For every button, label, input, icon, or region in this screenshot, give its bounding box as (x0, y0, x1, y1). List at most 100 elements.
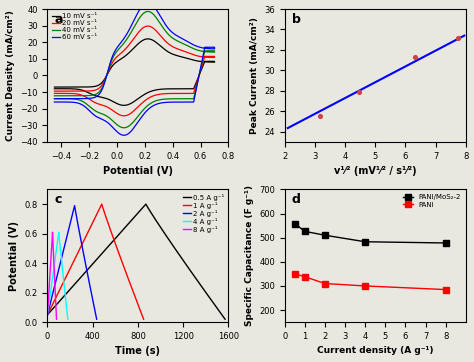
Y-axis label: Peak Current (mA/cm²): Peak Current (mA/cm²) (250, 17, 259, 134)
20 mV s⁻¹ (52, 91, 57, 96)
Text: d: d (292, 193, 301, 206)
10 mV s⁻¹ (191, 58, 197, 62)
4 A g⁻¹ (65, 317, 71, 321)
60 mV s⁻¹ (145, 0, 151, 4)
40 mV s⁻¹ (197, 71, 202, 75)
1 A g⁻¹ (73, 256, 78, 260)
0.5 A g⁻¹ (170, 243, 175, 247)
1 A g⁻¹ (120, 262, 126, 267)
0.5 A g⁻¹ (157, 224, 163, 229)
40 mV s⁻¹ (106, 68, 111, 72)
4 A g⁻¹ (49, 283, 55, 288)
4 A g⁻¹ (45, 313, 50, 317)
Legend: 10 mV s⁻¹, 20 mV s⁻¹, 40 mV s⁻¹, 60 mV s⁻¹: 10 mV s⁻¹, 20 mV s⁻¹, 40 mV s⁻¹, 60 mV s… (51, 13, 98, 41)
60 mV s⁻¹ (94, 94, 100, 98)
60 mV s⁻¹ (197, 71, 202, 75)
2 A g⁻¹ (45, 313, 50, 317)
1 A g⁻¹ (64, 273, 70, 278)
1 A g⁻¹ (45, 313, 50, 317)
X-axis label: Potential (V): Potential (V) (103, 166, 173, 176)
10 mV s⁻¹ (145, 37, 151, 41)
8 A g⁻¹ (46, 283, 52, 288)
Legend: PANI/MoS₂-2, PANI: PANI/MoS₂-2, PANI (401, 193, 462, 209)
1 A g⁻¹ (113, 243, 119, 247)
0.5 A g⁻¹ (95, 256, 101, 260)
PANI/MoS₂-2 (322, 233, 328, 237)
8 A g⁻¹ (50, 230, 55, 234)
60 mV s⁻¹ (121, 133, 127, 138)
60 mV s⁻¹ (52, 100, 57, 104)
2 A g⁻¹ (94, 317, 100, 321)
X-axis label: Current density (A g⁻¹): Current density (A g⁻¹) (317, 346, 434, 355)
Line: 1 A g⁻¹: 1 A g⁻¹ (47, 204, 144, 319)
20 mV s⁻¹ (94, 87, 100, 92)
Line: 20 mV s⁻¹: 20 mV s⁻¹ (55, 26, 215, 116)
0.5 A g⁻¹ (45, 313, 50, 317)
PANI (292, 272, 298, 276)
20 mV s⁻¹ (106, 69, 111, 73)
40 mV s⁻¹ (145, 9, 151, 14)
2 A g⁻¹ (54, 274, 60, 278)
Line: PANI/MoS₂-2: PANI/MoS₂-2 (292, 221, 448, 246)
Point (356, 89, 363, 95)
10 mV s⁻¹ (106, 70, 111, 75)
40 mV s⁻¹ (160, 25, 165, 29)
0.5 A g⁻¹ (134, 212, 139, 216)
20 mV s⁻¹ (52, 89, 57, 93)
Line: 10 mV s⁻¹: 10 mV s⁻¹ (55, 39, 215, 105)
10 mV s⁻¹ (52, 85, 57, 89)
8 A g⁻¹ (51, 261, 57, 265)
60 mV s⁻¹ (160, 18, 165, 22)
60 mV s⁻¹ (203, 45, 209, 49)
60 mV s⁻¹ (52, 97, 57, 101)
PANI (322, 281, 328, 286)
Line: 4 A g⁻¹: 4 A g⁻¹ (47, 232, 68, 319)
4 A g⁻¹ (56, 230, 62, 234)
8 A g⁻¹ (52, 276, 57, 280)
PANI (362, 284, 368, 288)
2 A g⁻¹ (69, 214, 75, 218)
8 A g⁻¹ (54, 317, 59, 321)
1 A g⁻¹ (99, 202, 105, 206)
1 A g⁻¹ (94, 212, 100, 216)
PANI/MoS₂-2 (292, 222, 298, 226)
Text: b: b (292, 13, 301, 26)
2 A g⁻¹ (72, 203, 77, 208)
Line: 2 A g⁻¹: 2 A g⁻¹ (47, 206, 97, 319)
2 A g⁻¹ (83, 263, 89, 268)
PANI (302, 275, 308, 279)
Point (455, 35, 462, 41)
0.5 A g⁻¹ (183, 262, 189, 267)
20 mV s⁻¹ (191, 52, 197, 57)
60 mV s⁻¹ (191, 43, 197, 47)
60 mV s⁻¹ (106, 67, 111, 71)
2 A g⁻¹ (76, 226, 82, 230)
40 mV s⁻¹ (191, 47, 197, 51)
20 mV s⁻¹ (197, 72, 202, 76)
40 mV s⁻¹ (52, 94, 57, 98)
4 A g⁻¹ (59, 261, 64, 265)
1 A g⁻¹ (107, 224, 112, 229)
1 A g⁻¹ (141, 317, 146, 321)
Y-axis label: Potential (V): Potential (V) (9, 221, 19, 291)
20 mV s⁻¹ (203, 54, 209, 59)
8 A g⁻¹ (49, 238, 55, 242)
8 A g⁻¹ (47, 270, 53, 274)
Text: c: c (55, 193, 62, 206)
4 A g⁻¹ (57, 247, 63, 252)
10 mV s⁻¹ (197, 72, 202, 76)
40 mV s⁻¹ (203, 49, 209, 53)
Line: 60 mV s⁻¹: 60 mV s⁻¹ (55, 2, 215, 135)
8 A g⁻¹ (45, 313, 50, 317)
Y-axis label: Current Density (mA/cm²): Current Density (mA/cm²) (6, 10, 15, 141)
4 A g⁻¹ (55, 238, 61, 242)
40 mV s⁻¹ (121, 126, 127, 130)
2 A g⁻¹ (79, 244, 85, 248)
Point (316, 113, 324, 119)
4 A g⁻¹ (61, 276, 66, 280)
PANI/MoS₂-2 (362, 240, 368, 244)
40 mV s⁻¹ (94, 92, 100, 96)
Y-axis label: Specific Capacitance (F g⁻¹): Specific Capacitance (F g⁻¹) (245, 185, 254, 326)
20 mV s⁻¹ (145, 24, 151, 28)
8 A g⁻¹ (50, 247, 56, 252)
